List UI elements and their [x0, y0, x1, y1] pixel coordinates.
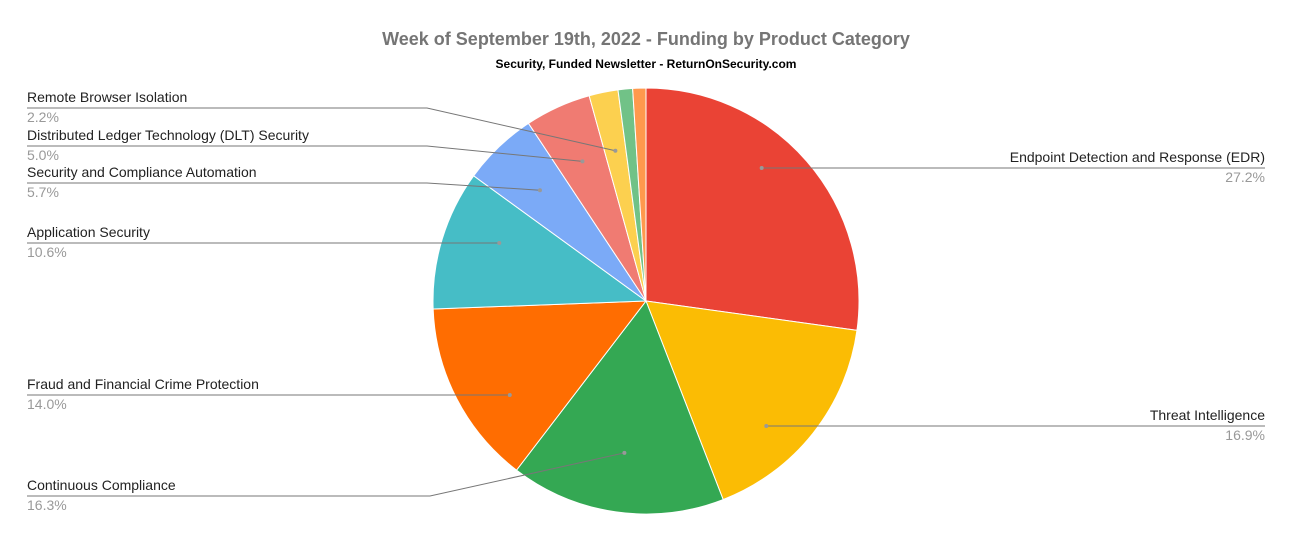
leader-line	[27, 182, 541, 191]
leader-dot	[507, 393, 512, 397]
slice-percent-label: 2.2%	[27, 109, 59, 125]
leader-line	[27, 452, 625, 497]
pie-slice[interactable]	[645, 87, 860, 331]
slice-label: Distributed Ledger Technology (DLT) Secu…	[27, 127, 309, 143]
chart-title: Week of September 19th, 2022 - Funding b…	[382, 29, 910, 49]
slice-label: Security and Compliance Automation	[27, 164, 257, 180]
leader-dot	[537, 188, 542, 193]
leader-dot	[497, 241, 502, 245]
slice-percent-label: 14.0%	[27, 396, 67, 412]
pie-slice[interactable]	[645, 300, 858, 501]
leader-line	[27, 107, 616, 152]
leader-dot	[613, 148, 618, 153]
pie-slice[interactable]	[515, 299, 724, 515]
leader-dot	[759, 166, 764, 170]
pie-slice[interactable]	[432, 300, 648, 471]
slice-label: Threat Intelligence	[1150, 407, 1265, 423]
leader-dot	[764, 424, 769, 428]
pie-slice[interactable]	[432, 175, 648, 310]
slice-label: Fraud and Financial Crime Protection	[27, 376, 259, 392]
leader-dot	[622, 450, 627, 455]
leader-dot	[580, 159, 585, 164]
slice-label: Endpoint Detection and Response (EDR)	[1010, 149, 1265, 165]
leader-line	[27, 145, 583, 162]
slice-label: Application Security	[27, 224, 150, 240]
slice-percent-label: 16.3%	[27, 497, 67, 513]
chart-subtitle: Security, Funded Newsletter - ReturnOnSe…	[496, 57, 797, 71]
slice-percent-label: 16.9%	[1225, 427, 1265, 443]
slice-percent-label: 5.7%	[27, 184, 59, 200]
slice-label: Continuous Compliance	[27, 477, 176, 493]
pie-slice[interactable]	[632, 87, 647, 302]
slice-percent-label: 5.0%	[27, 147, 59, 163]
slice-percent-label: 10.6%	[27, 244, 67, 260]
slice-percent-label: 27.2%	[1225, 169, 1265, 185]
slice-label: Remote Browser Isolation	[27, 89, 187, 105]
